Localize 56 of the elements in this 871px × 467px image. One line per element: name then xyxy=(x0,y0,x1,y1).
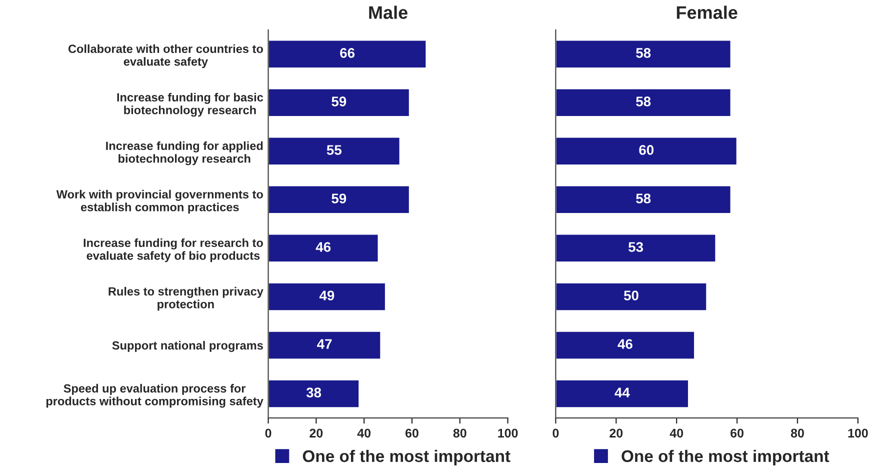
y-tick-label: Increase funding for basic biotechnology research xyxy=(117,92,264,117)
y-tick-label: Support national programs xyxy=(112,340,263,352)
x-tick-label: 20 xyxy=(310,428,323,438)
x-tick-label: 40 xyxy=(357,428,371,438)
x-tick-label: 100 xyxy=(848,428,868,438)
data-label: 53 xyxy=(628,242,644,252)
bar xyxy=(268,136,401,166)
bar xyxy=(556,184,732,214)
x-tick-label: 0 xyxy=(552,428,559,438)
bar xyxy=(556,378,690,408)
data-label: 66 xyxy=(340,48,355,58)
bar xyxy=(556,88,732,118)
bar xyxy=(556,136,738,166)
y-tick-label: Collaborate with other countries to evaluate safety xyxy=(68,44,263,68)
bar xyxy=(268,184,410,214)
x-tick-label: 60 xyxy=(730,428,744,438)
data-label: 58 xyxy=(636,48,651,58)
bar xyxy=(268,378,360,408)
chart-title: Male xyxy=(369,6,408,19)
x-tick-label: 80 xyxy=(790,428,804,438)
x-tick-label: 80 xyxy=(453,428,466,438)
legend-label: One of the most important xyxy=(302,450,510,466)
y-tick-label: Speed up evaluation process for products without compromising safety xyxy=(46,384,264,408)
y-tick-label: Increase funding for research to evaluate safety of bio products xyxy=(84,238,263,262)
x-tick-label: 40 xyxy=(670,428,684,438)
y-tick-label: Increase funding for applied biotechnology research xyxy=(106,141,263,166)
bar xyxy=(268,233,380,263)
x-tick-label: 0 xyxy=(265,428,272,438)
data-label: 59 xyxy=(332,194,346,204)
x-tick-label: 20 xyxy=(610,428,623,438)
data-label: 46 xyxy=(316,242,331,252)
legend-label: One of the most important xyxy=(622,450,830,466)
data-label: 38 xyxy=(306,388,322,398)
data-label: 60 xyxy=(639,145,654,155)
data-label: 47 xyxy=(317,339,332,349)
bar xyxy=(556,233,717,263)
x-tick-label: 60 xyxy=(405,428,418,438)
bar xyxy=(268,39,428,69)
data-label: 46 xyxy=(618,339,632,349)
bar xyxy=(556,39,732,69)
y-tick-label: Rules to strengthen privacy protection xyxy=(108,286,264,311)
data-label: 50 xyxy=(624,290,638,300)
y-tick-label: Work with provincial governments to establish common practices xyxy=(56,190,263,214)
bar xyxy=(556,282,708,312)
data-label: 44 xyxy=(614,388,630,398)
bar xyxy=(268,330,382,360)
data-label: 55 xyxy=(326,145,342,155)
data-label: 58 xyxy=(636,96,651,106)
chart-title: Female xyxy=(676,6,738,19)
bar xyxy=(268,282,386,312)
data-label: 58 xyxy=(636,194,651,204)
data-label: 59 xyxy=(332,96,346,106)
data-label: 49 xyxy=(319,290,334,300)
bar xyxy=(268,88,410,118)
bar xyxy=(556,330,696,360)
x-tick-label: 100 xyxy=(498,428,518,438)
